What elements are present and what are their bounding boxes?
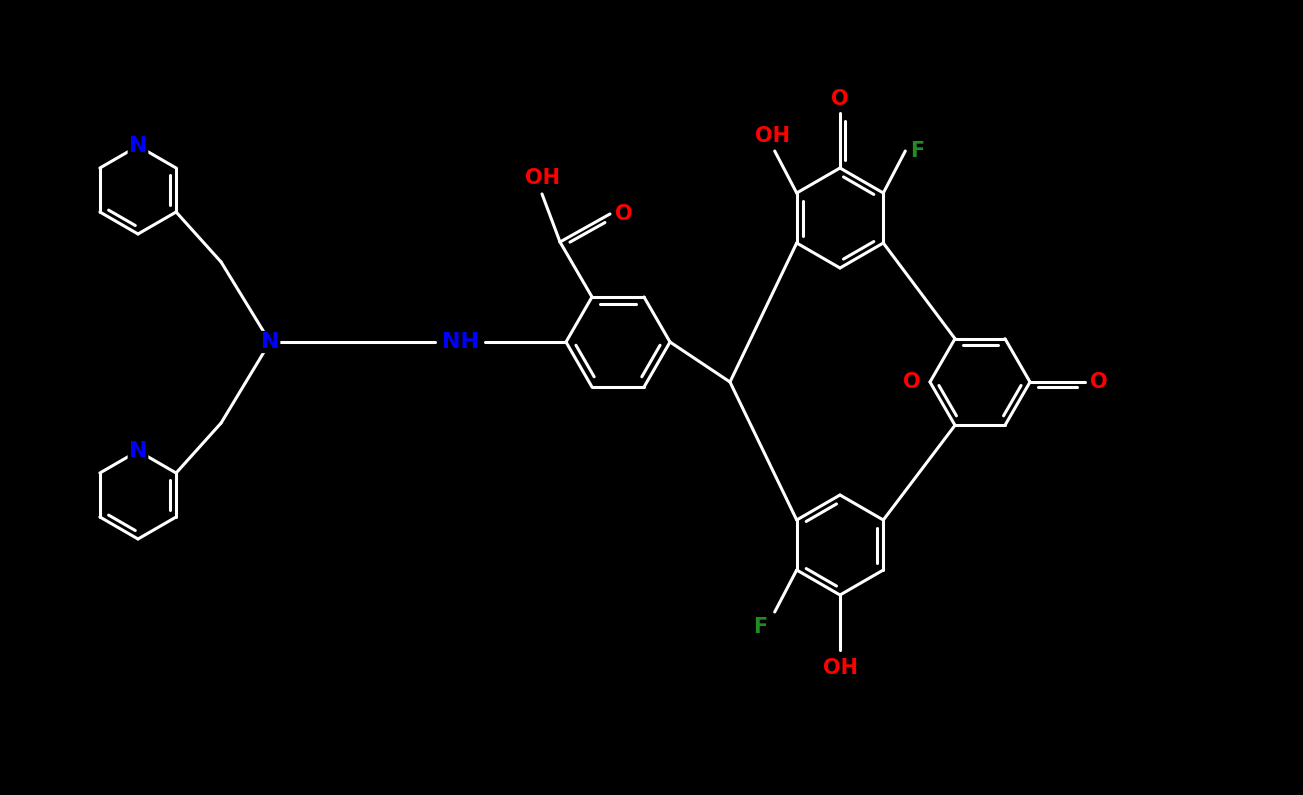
Text: F: F — [911, 141, 924, 161]
Text: N: N — [129, 441, 147, 461]
Text: F: F — [753, 617, 767, 637]
Text: OH: OH — [525, 168, 559, 188]
Text: N: N — [261, 332, 279, 352]
Text: O: O — [903, 372, 921, 392]
Text: O: O — [831, 89, 848, 109]
Text: OH: OH — [756, 126, 790, 146]
Text: O: O — [1091, 372, 1108, 392]
Text: O: O — [615, 204, 633, 224]
Text: NH: NH — [442, 332, 478, 352]
Text: OH: OH — [822, 658, 857, 678]
Text: N: N — [129, 136, 147, 156]
